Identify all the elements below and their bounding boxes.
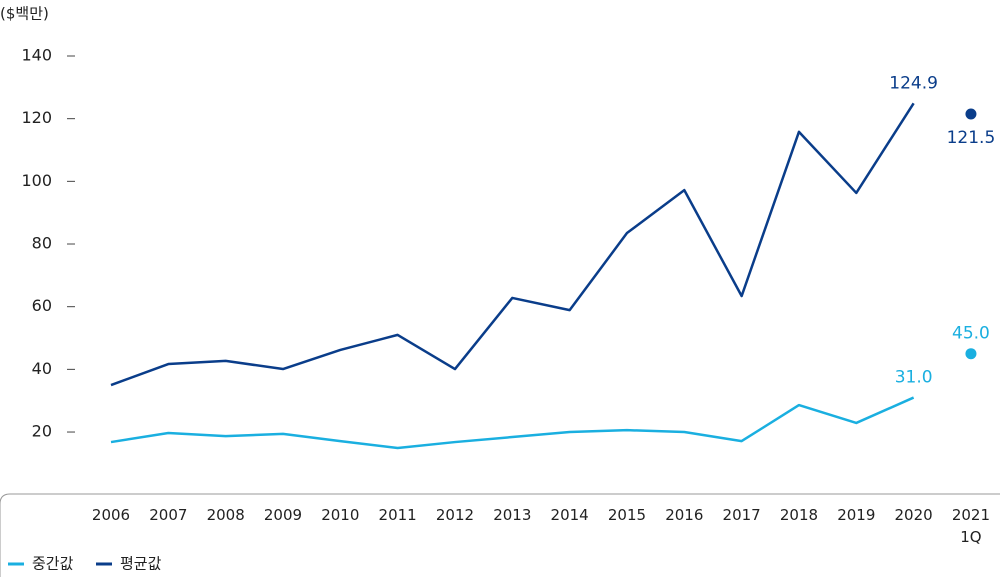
y-tick-label: 40 bbox=[32, 359, 52, 378]
value-label: 31.0 bbox=[895, 368, 933, 388]
x-tick-label: 2011 bbox=[378, 506, 417, 524]
y-tick-label: 80 bbox=[32, 234, 52, 253]
x-tick-label: 2012 bbox=[435, 506, 475, 524]
x-tick-label: 2019 bbox=[837, 506, 876, 524]
y-tick-label: 60 bbox=[32, 296, 52, 315]
value-label: 45.0 bbox=[952, 324, 990, 344]
legend-label: 중간값 bbox=[32, 555, 74, 573]
x-tick-label: 2021 1Q bbox=[951, 506, 991, 546]
x-tick-label: 2015 bbox=[607, 506, 647, 524]
point bbox=[965, 108, 977, 120]
x-tick-label: 2008 bbox=[206, 506, 245, 524]
point bbox=[965, 348, 977, 360]
y-tick-label: 120 bbox=[21, 108, 52, 127]
y-axis-label: ($백만) bbox=[0, 5, 49, 23]
y-tick-label: 100 bbox=[21, 171, 52, 190]
value-label: 124.9 bbox=[889, 73, 938, 93]
x-tick-label: 2009 bbox=[263, 506, 303, 524]
line bbox=[110, 396, 915, 450]
legend-label: 평균값 bbox=[120, 555, 162, 573]
x-tick-label: 2017 bbox=[722, 506, 761, 524]
x-tick-label: 2006 bbox=[91, 506, 131, 524]
y-tick-label: 140 bbox=[21, 46, 52, 65]
line bbox=[110, 102, 915, 387]
x-tick-label: 2018 bbox=[779, 506, 819, 524]
value-label: 121.5 bbox=[947, 128, 996, 148]
x-tick-label: 2010 bbox=[321, 506, 360, 524]
x-tick-label: 2020 bbox=[894, 506, 933, 524]
x-tick-label: 2007 bbox=[149, 506, 188, 524]
x-tick-label: 2014 bbox=[550, 506, 589, 524]
frame bbox=[0, 493, 1000, 577]
y-tick-label: 20 bbox=[32, 422, 52, 441]
x-tick-label: 2016 bbox=[665, 506, 704, 524]
x-tick-label: 2013 bbox=[493, 506, 532, 524]
